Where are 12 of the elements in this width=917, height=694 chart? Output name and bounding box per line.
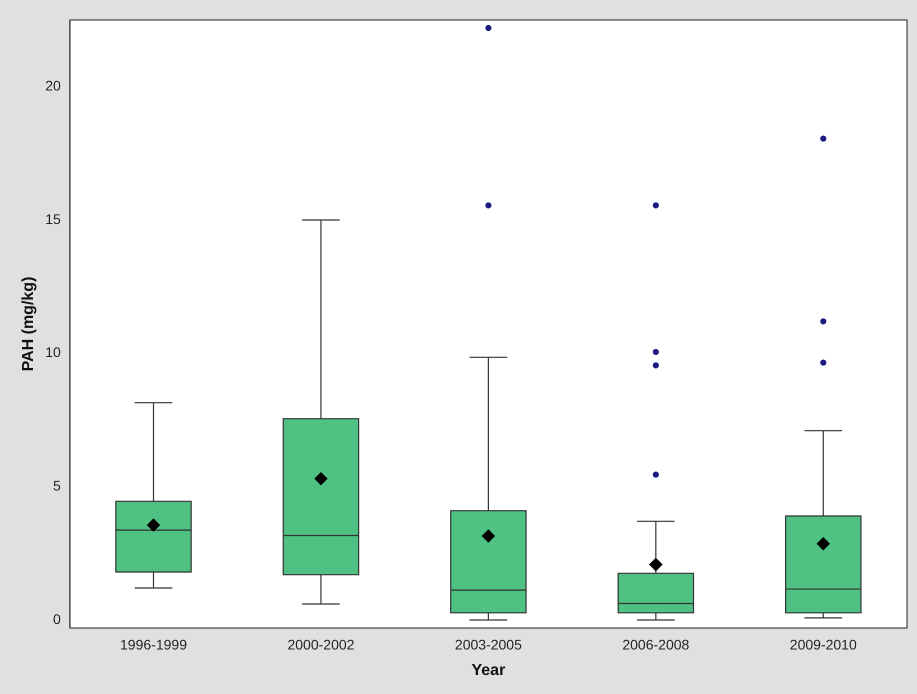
x-tick-label: 2009-2010: [790, 636, 857, 652]
y-tick-label: 20: [45, 78, 61, 94]
x-tick-label: 1996-1999: [120, 636, 188, 652]
y-tick-label: 10: [45, 344, 61, 360]
y-tick-label: 0: [52, 610, 61, 627]
x-axis-title: Year: [471, 662, 506, 679]
x-tick-label: 2003-2005: [454, 636, 522, 652]
x-tick-label: 2006-2008: [622, 636, 690, 652]
y-tick-label: 5: [52, 478, 61, 494]
x-tick-label: 2000-2002: [287, 636, 355, 652]
y-tick-label: 15: [45, 210, 61, 227]
y-axis-title: PAH (mg/kg): [20, 276, 38, 372]
